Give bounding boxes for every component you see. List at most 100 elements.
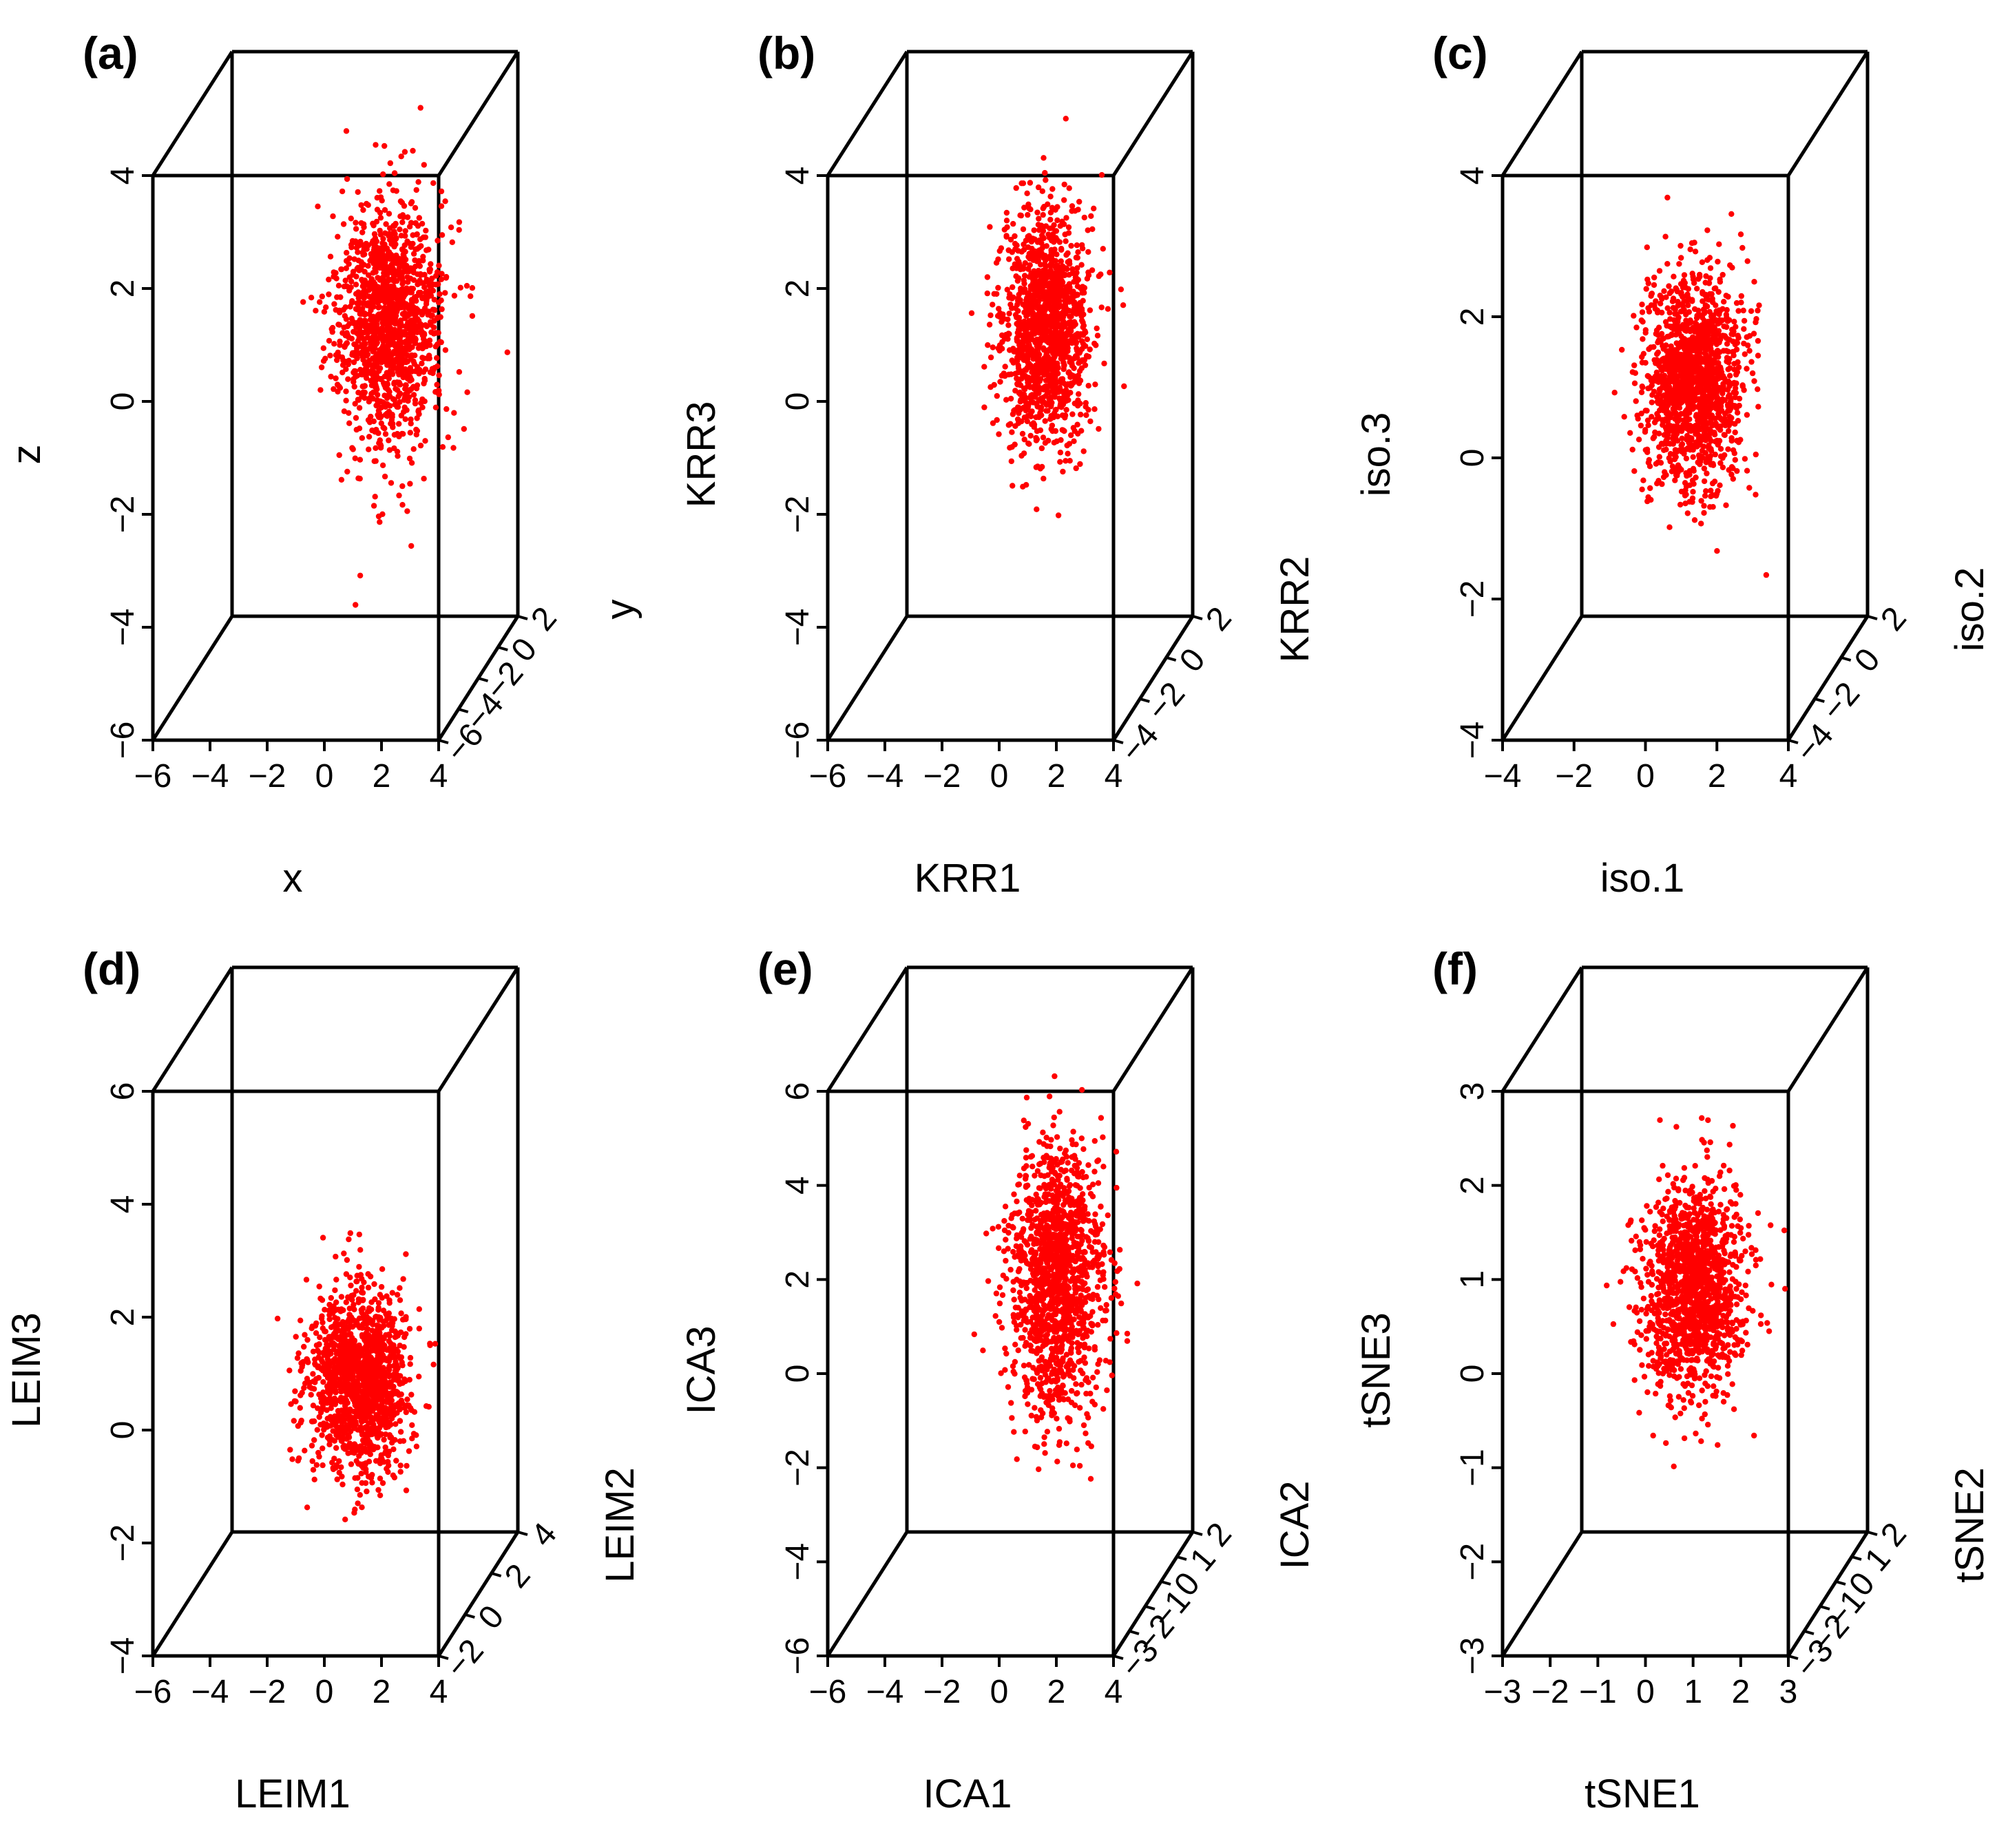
data-point — [997, 379, 1003, 385]
data-point — [387, 225, 393, 231]
data-point — [1661, 447, 1667, 453]
data-point — [397, 1297, 404, 1303]
data-point — [1731, 318, 1737, 325]
data-point — [353, 282, 359, 288]
data-point — [1704, 295, 1711, 302]
data-point — [1611, 390, 1618, 396]
data-point — [1081, 290, 1087, 296]
data-point — [1694, 350, 1700, 357]
data-point — [1039, 274, 1045, 280]
data-point — [1015, 263, 1021, 269]
data-point — [357, 300, 364, 306]
data-point — [1038, 304, 1045, 311]
data-point — [1035, 184, 1042, 191]
data-point — [387, 324, 393, 330]
data-point — [1010, 483, 1016, 489]
data-point — [1686, 416, 1693, 423]
data-point — [407, 1354, 414, 1361]
data-point — [1047, 193, 1054, 200]
data-point — [1049, 375, 1055, 382]
data-point — [381, 373, 388, 379]
data-point — [1047, 216, 1054, 223]
data-point — [1710, 324, 1716, 330]
data-point — [1673, 410, 1679, 417]
data-point — [1029, 276, 1036, 282]
data-point — [377, 315, 383, 321]
data-point — [1635, 437, 1642, 443]
data-point — [351, 359, 357, 366]
data-point — [1038, 376, 1044, 382]
data-point — [994, 291, 1000, 297]
data-point — [1040, 434, 1047, 441]
data-point — [1696, 271, 1703, 278]
data-point — [430, 306, 436, 313]
data-point — [370, 304, 377, 310]
data-point — [1096, 426, 1102, 432]
data-point — [1722, 410, 1728, 417]
data-point — [1724, 335, 1730, 342]
data-point — [1083, 412, 1089, 419]
data-point — [1054, 237, 1060, 243]
data-point — [1631, 380, 1638, 386]
data-point — [429, 275, 435, 282]
data-point — [1033, 271, 1039, 277]
data-point — [1672, 405, 1678, 412]
data-point — [1710, 319, 1716, 325]
data-point — [412, 246, 419, 253]
data-point — [1643, 286, 1649, 292]
data-point — [1712, 352, 1718, 358]
data-point — [315, 203, 321, 209]
data-point — [1719, 454, 1726, 461]
data-point — [1654, 481, 1660, 487]
data-point — [1039, 332, 1045, 339]
data-point — [400, 251, 406, 258]
panel-tag: (b) — [757, 28, 815, 78]
data-point — [1025, 379, 1031, 386]
data-point — [399, 502, 406, 508]
data-point — [1656, 454, 1662, 460]
data-point — [1701, 510, 1707, 516]
data-point — [1058, 377, 1065, 384]
data-point — [351, 256, 357, 262]
data-point — [1055, 389, 1062, 395]
data-point — [1690, 489, 1696, 495]
data-point — [1051, 222, 1057, 228]
data-point — [1018, 249, 1025, 255]
data-point — [442, 290, 448, 296]
data-point — [1640, 384, 1646, 390]
data-point — [1721, 299, 1727, 305]
data-point — [336, 452, 342, 459]
x-tick-label: −4 — [1484, 758, 1522, 795]
data-point — [1085, 227, 1091, 233]
data-point — [1687, 447, 1693, 453]
data-point — [358, 263, 364, 269]
data-point — [1673, 390, 1680, 397]
data-point — [370, 316, 376, 322]
z-tick-label: −4 — [105, 609, 141, 647]
data-point — [1714, 548, 1720, 554]
data-point — [1619, 346, 1625, 353]
data-point — [1052, 319, 1058, 325]
data-point — [361, 295, 367, 302]
data-point — [410, 251, 417, 257]
data-point — [1043, 177, 1049, 183]
data-point — [1655, 391, 1662, 398]
data-point — [997, 310, 1003, 317]
y-tick-label: 2 — [1874, 600, 1914, 638]
data-point — [1644, 498, 1651, 505]
data-point — [322, 1307, 328, 1313]
data-point — [417, 263, 423, 269]
data-point — [1663, 437, 1669, 443]
data-point — [1642, 408, 1649, 414]
z-tick-label: 0 — [105, 392, 141, 411]
data-point — [1723, 379, 1729, 385]
data-point — [1046, 235, 1053, 241]
data-point — [370, 418, 377, 425]
data-point — [390, 1446, 397, 1453]
data-point — [1020, 226, 1027, 233]
data-point — [1078, 306, 1085, 312]
data-point — [1035, 222, 1042, 228]
data-point — [391, 170, 398, 176]
data-point — [438, 188, 445, 195]
